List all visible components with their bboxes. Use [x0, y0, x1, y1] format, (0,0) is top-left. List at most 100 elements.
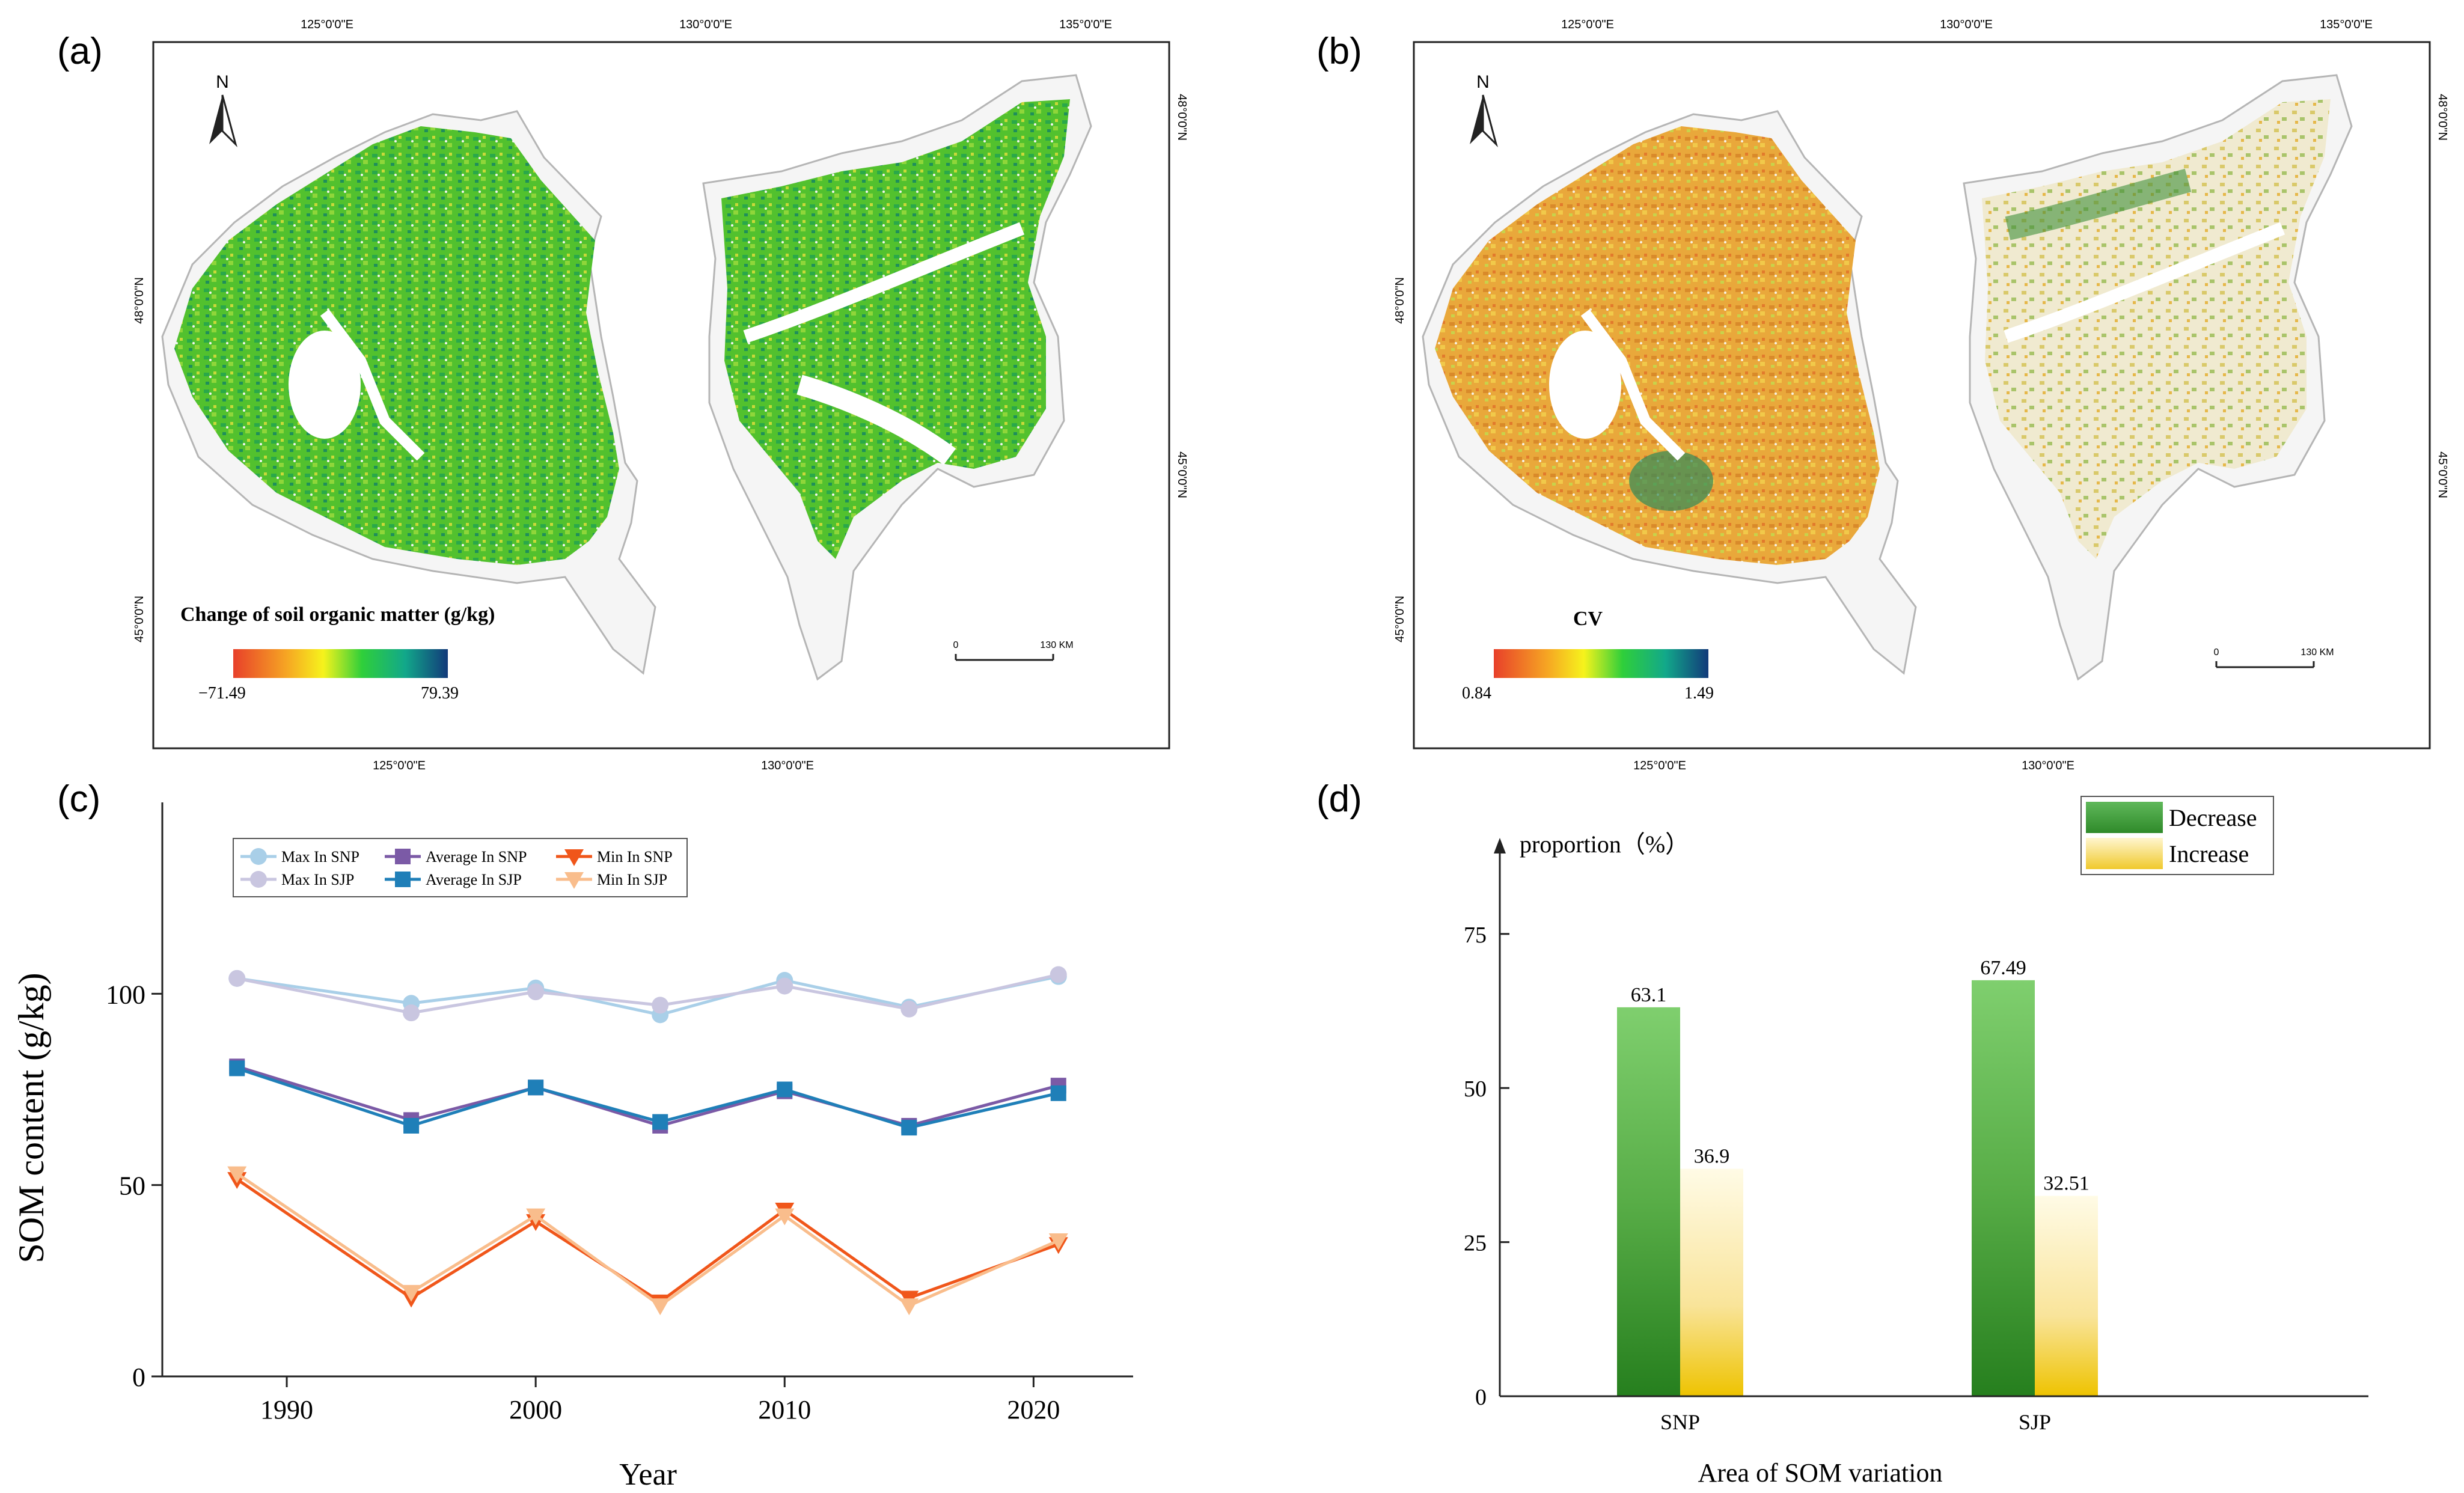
tick-label: 48°0'0"N — [2436, 94, 2449, 141]
chart-legend: Decrease Increase — [2080, 796, 2274, 875]
series-max-in-snp — [228, 968, 1067, 1024]
x-tick-label: 2000 — [509, 1395, 562, 1424]
svg-text:0: 0 — [2214, 647, 2219, 658]
tick-label: 130°0'0"E — [679, 18, 732, 31]
legend-label: Decrease — [2169, 804, 2257, 831]
panel-d-label: (d) — [1316, 778, 1362, 820]
data-point — [776, 977, 793, 995]
legend-swatch — [2086, 802, 2163, 833]
legend-label: Max In SNP — [281, 848, 359, 866]
data-point — [403, 1004, 420, 1022]
y-tick-label: 0 — [1475, 1385, 1487, 1410]
data-point — [1050, 966, 1067, 983]
data-point — [1050, 1085, 1066, 1101]
data-point — [777, 1081, 793, 1098]
y-tick-label: 50 — [119, 1171, 145, 1201]
y-axis-label: SOM content (g/kg) — [11, 972, 51, 1263]
data-point — [775, 1208, 795, 1226]
data-point — [527, 983, 545, 1001]
series-line — [236, 973, 1059, 1015]
river — [1580, 309, 1686, 461]
bar-decrease-sjp — [1972, 980, 2035, 1396]
tick-label: 125°0'0"E — [1633, 759, 1686, 772]
legend-max: 79.39 — [421, 684, 459, 703]
legend-label: Max In SJP — [281, 871, 354, 888]
y-tick-label: 50 — [1464, 1076, 1487, 1102]
north-arrow: N — [209, 72, 237, 148]
data-point — [526, 1208, 546, 1226]
tick-label: 130°0'0"E — [1940, 18, 1993, 31]
bar-increase-sjp — [2035, 1195, 2098, 1396]
series-average-in-sjp — [229, 1060, 1066, 1136]
bar-data-label: 63.1 — [1631, 984, 1667, 1006]
legend-label: Average In SJP — [426, 871, 522, 888]
y-tick-label: 100 — [106, 980, 145, 1009]
legend-box — [233, 838, 688, 897]
river — [743, 222, 1025, 343]
tick-label: 48°0'0"N — [1393, 277, 1407, 324]
color-bar — [233, 649, 448, 678]
data-point — [227, 1166, 247, 1183]
x-tick-label: SJP — [2019, 1410, 2051, 1434]
tick-label: 45°0'0"N — [2436, 451, 2449, 498]
svg-text:130 KM: 130 KM — [2300, 647, 2334, 658]
tick-label: 45°0'0"N — [1175, 451, 1188, 498]
data-point — [402, 1284, 421, 1302]
series-average-in-snp — [229, 1058, 1066, 1134]
tick-label: 45°0'0"N — [133, 596, 146, 643]
legend-marker — [250, 871, 267, 888]
tick-label: 130°0'0"E — [2022, 759, 2074, 772]
scale-bar: 0 130 KM — [2214, 647, 2334, 668]
sjp-data — [721, 99, 1070, 559]
y-tick-label: 75 — [1464, 923, 1487, 948]
legend-label: Average In SNP — [426, 848, 527, 866]
tick-label: 125°0'0"E — [373, 759, 426, 772]
bar-data-label: 36.9 — [1694, 1146, 1730, 1168]
legend-title: Change of soil organic matter (g/kg) — [180, 603, 495, 626]
legend-label: Min In SJP — [597, 871, 667, 888]
legend-label: Min In SNP — [597, 848, 673, 866]
data-point — [403, 1117, 420, 1134]
data-point — [899, 1298, 919, 1316]
legend-marker — [250, 848, 267, 865]
tick-label: 48°0'0"N — [1175, 94, 1188, 141]
color-bar — [1494, 649, 1708, 678]
bar-chart: (d) proportion（%） 63.1 36.9 67.49 32.51 0 25… — [1316, 778, 2368, 1488]
tick-label: 48°0'0"N — [133, 277, 146, 324]
blank-area — [1549, 331, 1621, 439]
x-axis-label: Area of SOM variation — [1698, 1458, 1943, 1488]
map-patch — [1629, 451, 1713, 511]
legend-max: 1.49 — [1684, 684, 1714, 703]
legend-min: 0.84 — [1462, 684, 1491, 703]
x-tick-label: 2010 — [758, 1395, 811, 1424]
bar-data-label: 32.51 — [2043, 1173, 2090, 1195]
panel-a-map: (a) N 125°0'0"E 130°0'0"E 135°0'0"E 125°… — [57, 18, 1188, 772]
legend-marker — [395, 872, 411, 887]
x-axis-label: Year — [619, 1458, 677, 1492]
scale-bar: 0 130 KM — [953, 640, 1074, 661]
tick-label: 125°0'0"E — [301, 18, 353, 31]
panel-b-map: (b) N 125°0'0"E 130°0'0"E 135°0'0"E 125°… — [1316, 18, 2449, 772]
chart-title: proportion（%） — [1520, 831, 1689, 858]
line-chart: (c) 0 50 100 1990 2000 2010 2020 Year SOM cont… — [11, 778, 1133, 1492]
snp-data — [174, 126, 619, 565]
series-line — [236, 1064, 1059, 1128]
tick-label: 135°0'0"E — [2320, 18, 2373, 31]
tick-label: 135°0'0"E — [1059, 18, 1112, 31]
x-tick-label: 2020 — [1007, 1395, 1060, 1424]
map-patch — [2005, 168, 2192, 240]
panel-a-label: (a) — [57, 31, 103, 72]
north-arrow: N — [1470, 72, 1498, 148]
river — [2004, 222, 2285, 343]
data-point — [228, 969, 246, 987]
bar-decrease-snp — [1617, 1007, 1680, 1396]
panel-b-label: (b) — [1316, 31, 1362, 72]
y-tick-label: 25 — [1464, 1231, 1487, 1256]
svg-text:130 KM: 130 KM — [1040, 640, 1073, 650]
chart-legend: Max In SNP Average In SNP Min In SNP Max In… — [233, 838, 688, 897]
snp-data — [1435, 126, 1880, 565]
tick-label: 125°0'0"E — [1561, 18, 1614, 31]
river — [320, 309, 425, 461]
bar-increase-snp — [1680, 1168, 1743, 1396]
